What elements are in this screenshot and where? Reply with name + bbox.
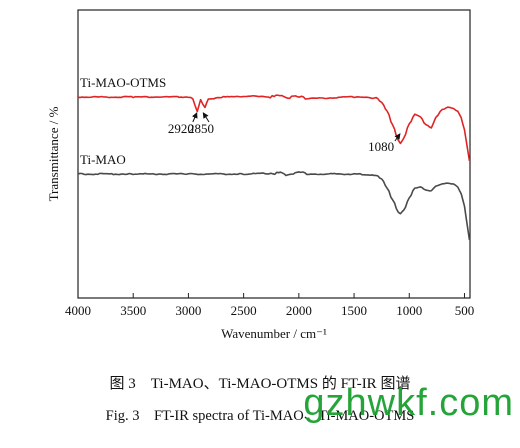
x-tick-label: 2500 bbox=[231, 303, 257, 318]
watermark: gzhwkf.com bbox=[303, 382, 514, 424]
annotation-arrow bbox=[394, 133, 401, 142]
plot-frame bbox=[77, 9, 471, 299]
y-axis-label: Transmittance / % bbox=[46, 106, 61, 201]
series-line-ti-mao-otms bbox=[77, 94, 471, 161]
series-labels: Ti-MAO-OTMS Ti-MAO bbox=[80, 75, 166, 167]
x-axis-ticks: 4000 3500 3000 2500 2000 1500 1000 500 bbox=[65, 293, 474, 318]
x-tick-label: 2000 bbox=[286, 303, 312, 318]
series-layer bbox=[77, 94, 471, 241]
figure-caption-english: Fig. 3 FT-IR spectra of Ti-MAO、Ti-MAO-OT… bbox=[105, 408, 415, 424]
x-axis-label: Wavenumber / cm⁻¹ bbox=[221, 326, 327, 341]
series-label: Ti-MAO-OTMS bbox=[80, 75, 166, 90]
x-tick-label: 500 bbox=[455, 303, 475, 318]
annotation-label: 2850 bbox=[188, 121, 214, 136]
x-tick-label: 3000 bbox=[175, 303, 201, 318]
series-line-ti-mao bbox=[77, 171, 471, 241]
figure-caption-chinese: 图 3 Ti-MAO、Ti-MAO-OTMS 的 FT-IR 图谱 bbox=[109, 376, 411, 392]
annotation-arrow bbox=[191, 112, 198, 123]
annotation-arrow bbox=[202, 112, 210, 123]
x-tick-label: 1500 bbox=[341, 303, 367, 318]
x-tick-label: 3500 bbox=[120, 303, 146, 318]
series-label: Ti-MAO bbox=[80, 152, 126, 167]
x-tick-label: 1000 bbox=[396, 303, 422, 318]
annotation-label: 1080 bbox=[368, 139, 394, 154]
x-tick-label: 4000 bbox=[65, 303, 91, 318]
annotation-label: 2920 bbox=[168, 121, 194, 136]
